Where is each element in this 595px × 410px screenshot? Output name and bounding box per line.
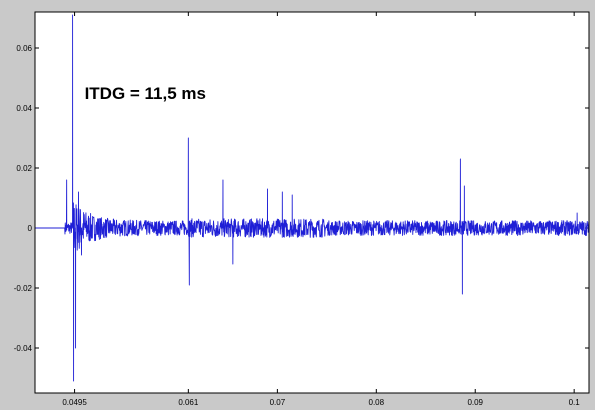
x-tick-label: 0.061 [178,398,199,407]
series-line [35,14,590,382]
x-tick-label: 0.0495 [62,398,87,407]
x-tick-label: 0.09 [467,398,483,407]
plot-frame [34,11,590,394]
x-tick-label: 0.1 [569,398,581,407]
plot-area [35,12,589,393]
y-tick-label: 0.02 [16,164,32,173]
x-tick-label: 0.08 [369,398,385,407]
x-tick-label: 0.07 [270,398,286,407]
y-tick-label: 0 [28,224,33,233]
itdg-annotation: ITDG = 11,5 ms [85,84,206,103]
y-tick-label: 0.06 [16,44,32,53]
y-tick-label: -0.02 [14,284,33,293]
y-tick-label: -0.04 [14,344,33,353]
y-tick-label: 0.04 [16,104,32,113]
x-axis: 0.0495 0.061 0.07 0.08 0.09 0.1 [62,12,580,407]
